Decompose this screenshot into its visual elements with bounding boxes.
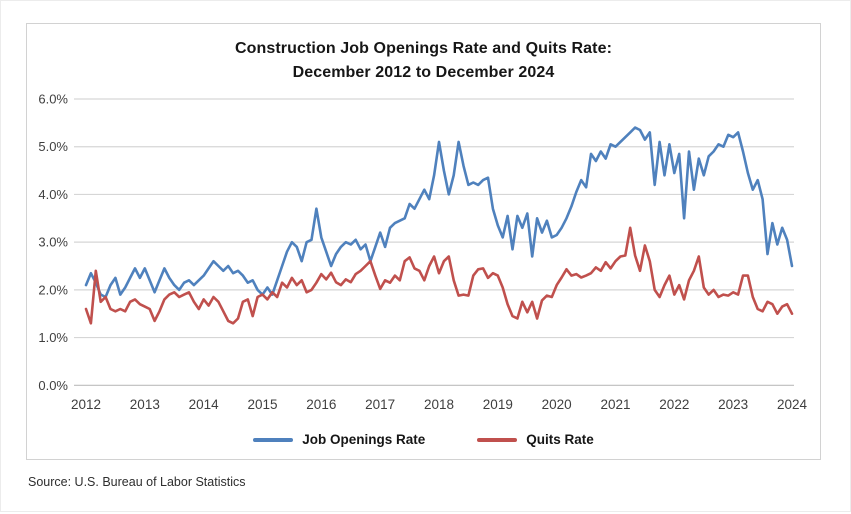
chart-legend: Job Openings Rate Quits Rate <box>27 432 820 447</box>
y-axis-tick-label: 1.0% <box>38 330 68 345</box>
x-axis-tick-label: 2016 <box>306 397 336 412</box>
x-axis-tick-label: 2019 <box>483 397 513 412</box>
y-axis-tick-label: 5.0% <box>38 139 68 154</box>
legend-label: Job Openings Rate <box>302 432 426 447</box>
legend-line-swatch <box>477 437 518 442</box>
y-axis-tick-label: 6.0% <box>38 92 68 107</box>
x-axis-tick-label: 2012 <box>71 397 101 412</box>
y-axis-tick-label: 0.0% <box>38 378 68 393</box>
chart-title-line1: Construction Job Openings Rate and Quits… <box>234 40 613 57</box>
series-line-job-openings-rate <box>84 126 794 299</box>
y-axis-tick-label: 4.0% <box>38 187 68 202</box>
legend-item-job-openings-rate: Job Openings Rate <box>253 432 425 447</box>
legend-label: Quits Rate <box>526 432 594 447</box>
x-axis-tick-label: 2021 <box>600 397 630 412</box>
y-axis-tick-label: 3.0% <box>38 235 68 250</box>
legend-line-swatch <box>253 437 294 442</box>
series-line-quits-rate <box>84 226 794 325</box>
x-axis-tick-label: 2024 <box>777 397 808 412</box>
chart-title: Construction Job Openings Rate and Quits… <box>27 37 820 85</box>
x-axis-tick-label: 2022 <box>659 397 689 412</box>
x-axis-tick-label: 2013 <box>130 397 160 412</box>
x-axis-tick-label: 2023 <box>718 397 748 412</box>
x-axis-tick-label: 2018 <box>424 397 454 412</box>
source-note: Source: U.S. Bureau of Labor Statistics <box>28 475 246 489</box>
legend-item-quits-rate: Quits Rate <box>477 432 594 447</box>
chart-title-line2: December 2012 to December 2024 <box>292 64 555 81</box>
y-axis-tick-label: 2.0% <box>38 282 68 297</box>
x-axis-tick-label: 2015 <box>247 397 277 412</box>
chart-container: Construction Job Openings Rate and Quits… <box>26 23 821 460</box>
x-axis-tick-label: 2014 <box>189 397 220 412</box>
x-axis-tick-label: 2020 <box>542 397 572 412</box>
x-axis-tick-label: 2017 <box>365 397 395 412</box>
